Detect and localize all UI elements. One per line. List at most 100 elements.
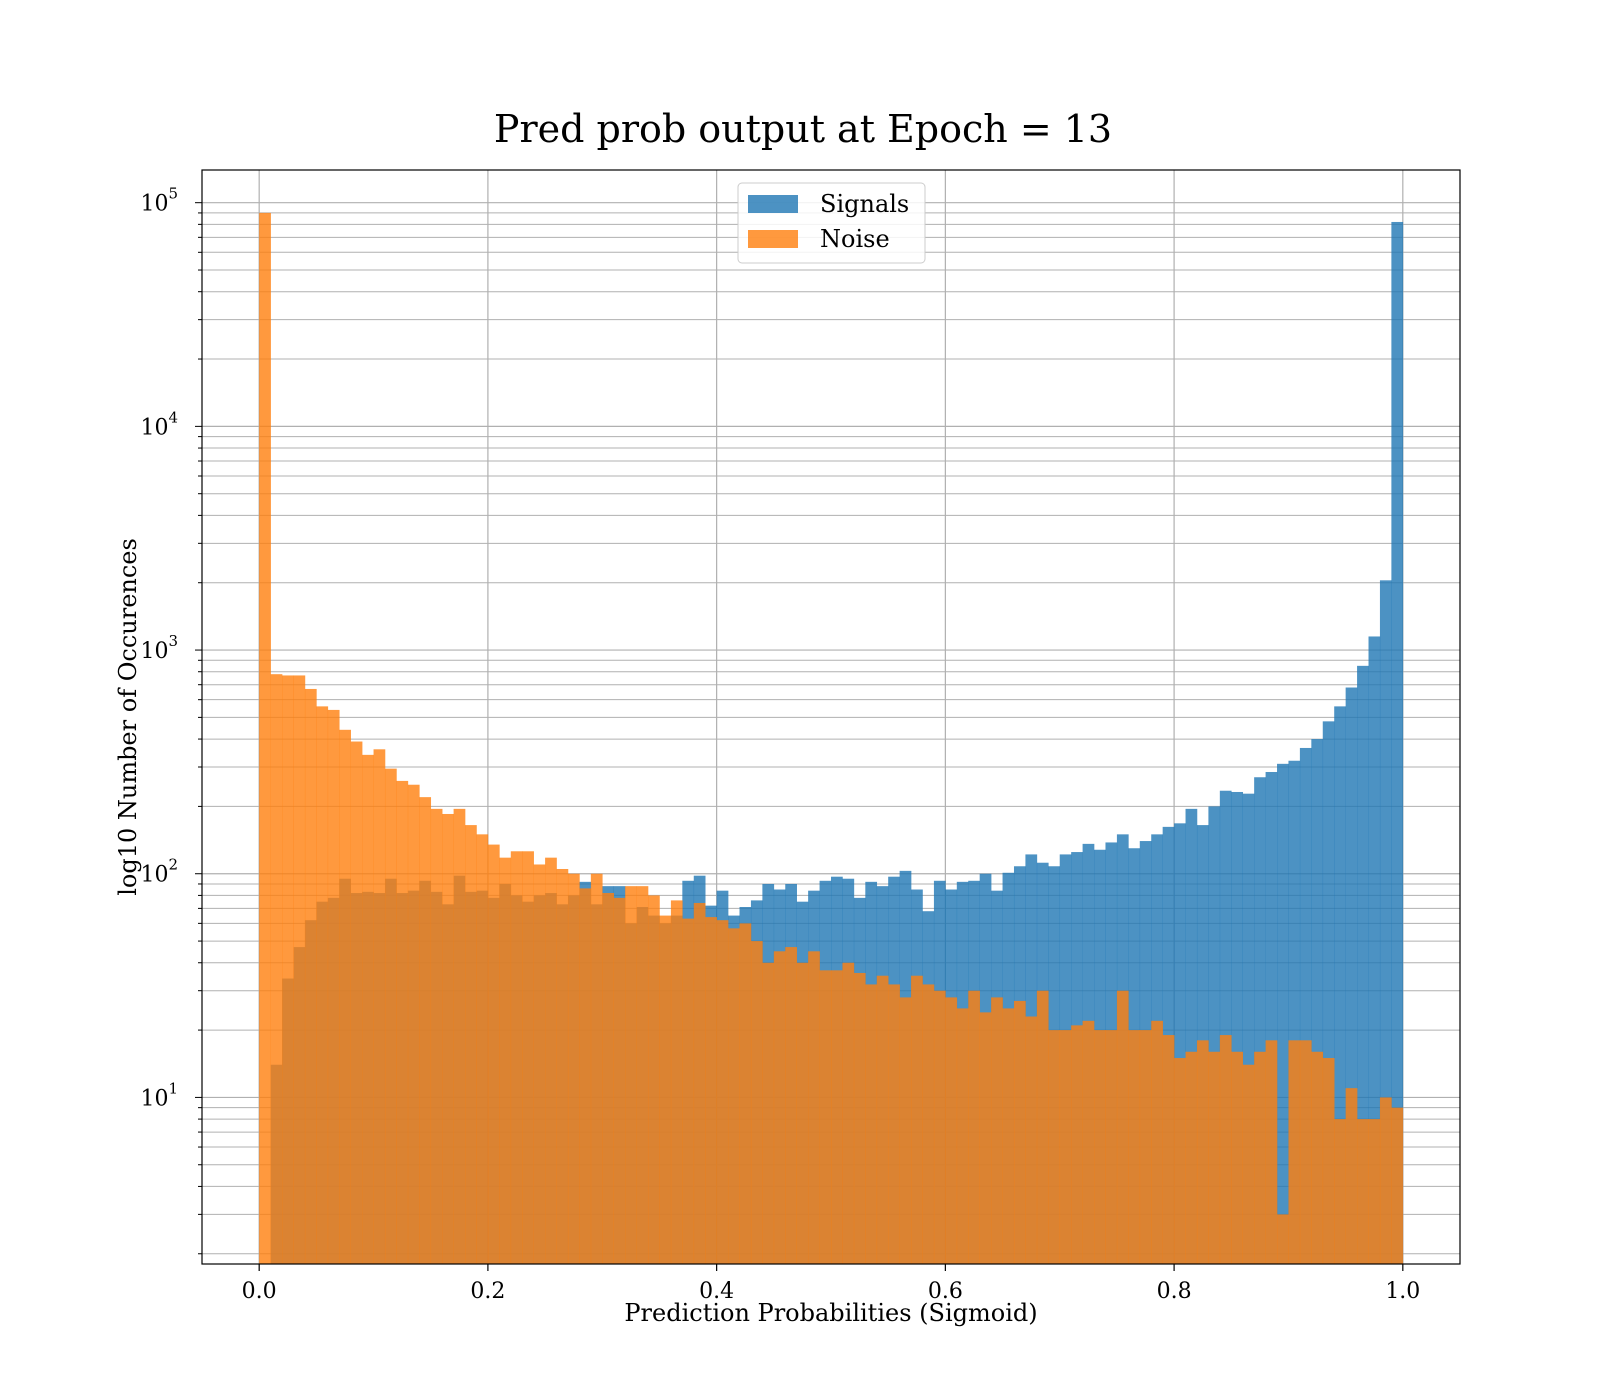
y-tick-label: 105 bbox=[140, 185, 178, 217]
histogram-bar-noise bbox=[339, 729, 351, 1264]
histogram-bar-noise bbox=[590, 873, 603, 1264]
histogram-bar-noise bbox=[785, 947, 797, 1264]
histogram-bar-noise bbox=[1151, 1020, 1163, 1264]
histogram-bar-noise bbox=[396, 780, 409, 1264]
histogram-bar-noise bbox=[773, 951, 786, 1264]
histogram-bar-signals bbox=[1185, 808, 1198, 1264]
histogram-bar-signals bbox=[1265, 771, 1278, 1264]
histogram-bar-noise bbox=[1036, 990, 1049, 1264]
histogram-bar-noise bbox=[1128, 1030, 1141, 1264]
histogram-bar-noise bbox=[1013, 1000, 1026, 1264]
histogram-bar-noise bbox=[419, 797, 432, 1264]
histogram-bar-noise bbox=[1219, 1035, 1232, 1264]
histogram-bar-noise bbox=[407, 784, 420, 1264]
histogram-bar-noise bbox=[659, 915, 672, 1264]
y-tick-label: 104 bbox=[140, 408, 178, 440]
histogram-bar-noise bbox=[442, 813, 454, 1264]
histogram-bar-noise bbox=[1139, 1030, 1152, 1264]
histogram-bar-noise bbox=[1391, 1107, 1404, 1264]
histogram-bar-noise bbox=[808, 951, 820, 1264]
histogram-bar-noise bbox=[899, 997, 912, 1264]
y-tick-label: 103 bbox=[140, 632, 178, 664]
histogram-bar-noise bbox=[968, 990, 980, 1264]
histogram-bar-noise bbox=[762, 962, 775, 1264]
histogram-bar-noise bbox=[316, 706, 329, 1264]
histogram-bar-noise bbox=[865, 984, 878, 1264]
histogram-bar-noise bbox=[1185, 1051, 1198, 1264]
histogram-bar-noise bbox=[304, 688, 317, 1264]
histogram-bar-signals bbox=[1391, 221, 1404, 1264]
histogram-bar-signals bbox=[1219, 790, 1232, 1264]
histogram-bar-noise bbox=[796, 962, 809, 1264]
histogram-bar-noise bbox=[693, 902, 706, 1264]
histogram-bar-noise bbox=[465, 825, 477, 1264]
histogram-bar-noise bbox=[1196, 1040, 1209, 1264]
histogram-bar-noise bbox=[911, 975, 923, 1264]
histogram-bar-noise bbox=[567, 873, 580, 1264]
histogram-bar-noise bbox=[1116, 990, 1129, 1264]
histogram-bar-noise bbox=[933, 990, 946, 1264]
histogram-bar-noise bbox=[945, 997, 958, 1264]
histogram-bar-noise bbox=[362, 754, 374, 1264]
histogram-bar-signals bbox=[1242, 793, 1255, 1264]
histogram-bar-noise bbox=[842, 962, 855, 1264]
histogram-bar-signals bbox=[1322, 721, 1335, 1264]
legend-swatch-noise bbox=[748, 230, 798, 248]
y-tick-label: 101 bbox=[140, 1079, 178, 1111]
histogram-bar-noise bbox=[1334, 1119, 1346, 1264]
x-axis-label: Prediction Probabilities (Sigmoid) bbox=[624, 1299, 1037, 1327]
x-tick-label: 0.8 bbox=[1157, 1279, 1192, 1304]
x-tick-label: 0.6 bbox=[928, 1279, 963, 1304]
histogram-bar-noise bbox=[991, 997, 1003, 1264]
histogram-bar-noise bbox=[705, 917, 717, 1264]
legend-label-noise: Noise bbox=[820, 225, 890, 253]
histogram-bar-signals bbox=[1288, 760, 1301, 1264]
y-axis-label: log10 Number of Occurences bbox=[114, 538, 142, 896]
histogram-bar-signals bbox=[1231, 791, 1244, 1264]
histogram-bar-noise bbox=[876, 975, 889, 1264]
histogram-bar-noise bbox=[1242, 1064, 1255, 1264]
histogram-bar-signals bbox=[1357, 665, 1369, 1264]
histogram-bar-noise bbox=[1105, 1030, 1118, 1264]
histogram-bar-noise bbox=[750, 941, 763, 1264]
histogram-bar-noise bbox=[545, 857, 557, 1264]
series-noise bbox=[259, 212, 1404, 1264]
histogram-bar-noise bbox=[1345, 1088, 1358, 1264]
histogram-bar-noise bbox=[1048, 1030, 1061, 1264]
histogram-bar-noise bbox=[1254, 1051, 1266, 1264]
y-tick-label: 102 bbox=[140, 856, 178, 888]
x-tick-label: 1.0 bbox=[1385, 1279, 1420, 1304]
histogram-bar-noise bbox=[1231, 1051, 1244, 1264]
histogram-bar-noise bbox=[625, 886, 637, 1264]
histogram-bar-noise bbox=[1002, 1008, 1015, 1264]
histogram-bar-noise bbox=[430, 808, 443, 1264]
histogram-bar-noise bbox=[716, 920, 729, 1264]
histogram-bar-noise bbox=[728, 928, 740, 1264]
histogram-bar-noise bbox=[1208, 1051, 1221, 1264]
histogram-bar-noise bbox=[1025, 1016, 1038, 1264]
histogram-bar-signals bbox=[1379, 580, 1392, 1264]
histogram-bar-noise bbox=[636, 886, 649, 1264]
histogram-bar-noise bbox=[487, 844, 500, 1264]
histogram-bar-noise bbox=[670, 900, 683, 1264]
histogram-bar-signals bbox=[1311, 739, 1324, 1264]
histogram-bar-noise bbox=[327, 709, 340, 1264]
histogram-bar-noise bbox=[1174, 1058, 1186, 1264]
legend: Signals Noise bbox=[737, 182, 926, 264]
axes-frame bbox=[201, 169, 1461, 1265]
x-tick-label: 0.0 bbox=[242, 1279, 277, 1304]
histogram-bar-noise bbox=[682, 918, 695, 1264]
histogram-bar-noise bbox=[453, 808, 466, 1264]
histogram-bar-noise bbox=[350, 741, 363, 1264]
histogram-bar-noise bbox=[888, 984, 900, 1264]
histogram-bar-signals bbox=[1368, 636, 1381, 1264]
histogram-bar-noise bbox=[1094, 1030, 1106, 1264]
histogram-bar-noise bbox=[1288, 1040, 1301, 1264]
histogram-bar-noise bbox=[1071, 1025, 1083, 1264]
histogram-bar-noise bbox=[259, 212, 271, 1264]
histogram-bar-noise bbox=[556, 868, 569, 1264]
histogram-bar-noise bbox=[1357, 1119, 1369, 1264]
axis-ticks: 0.0 0.2 0.4 0.6 0.8 1.0 101 102 103 104 105 bbox=[140, 185, 1420, 1304]
histogram-bar-signals bbox=[1299, 747, 1312, 1264]
x-tick-label: 0.2 bbox=[470, 1279, 505, 1304]
